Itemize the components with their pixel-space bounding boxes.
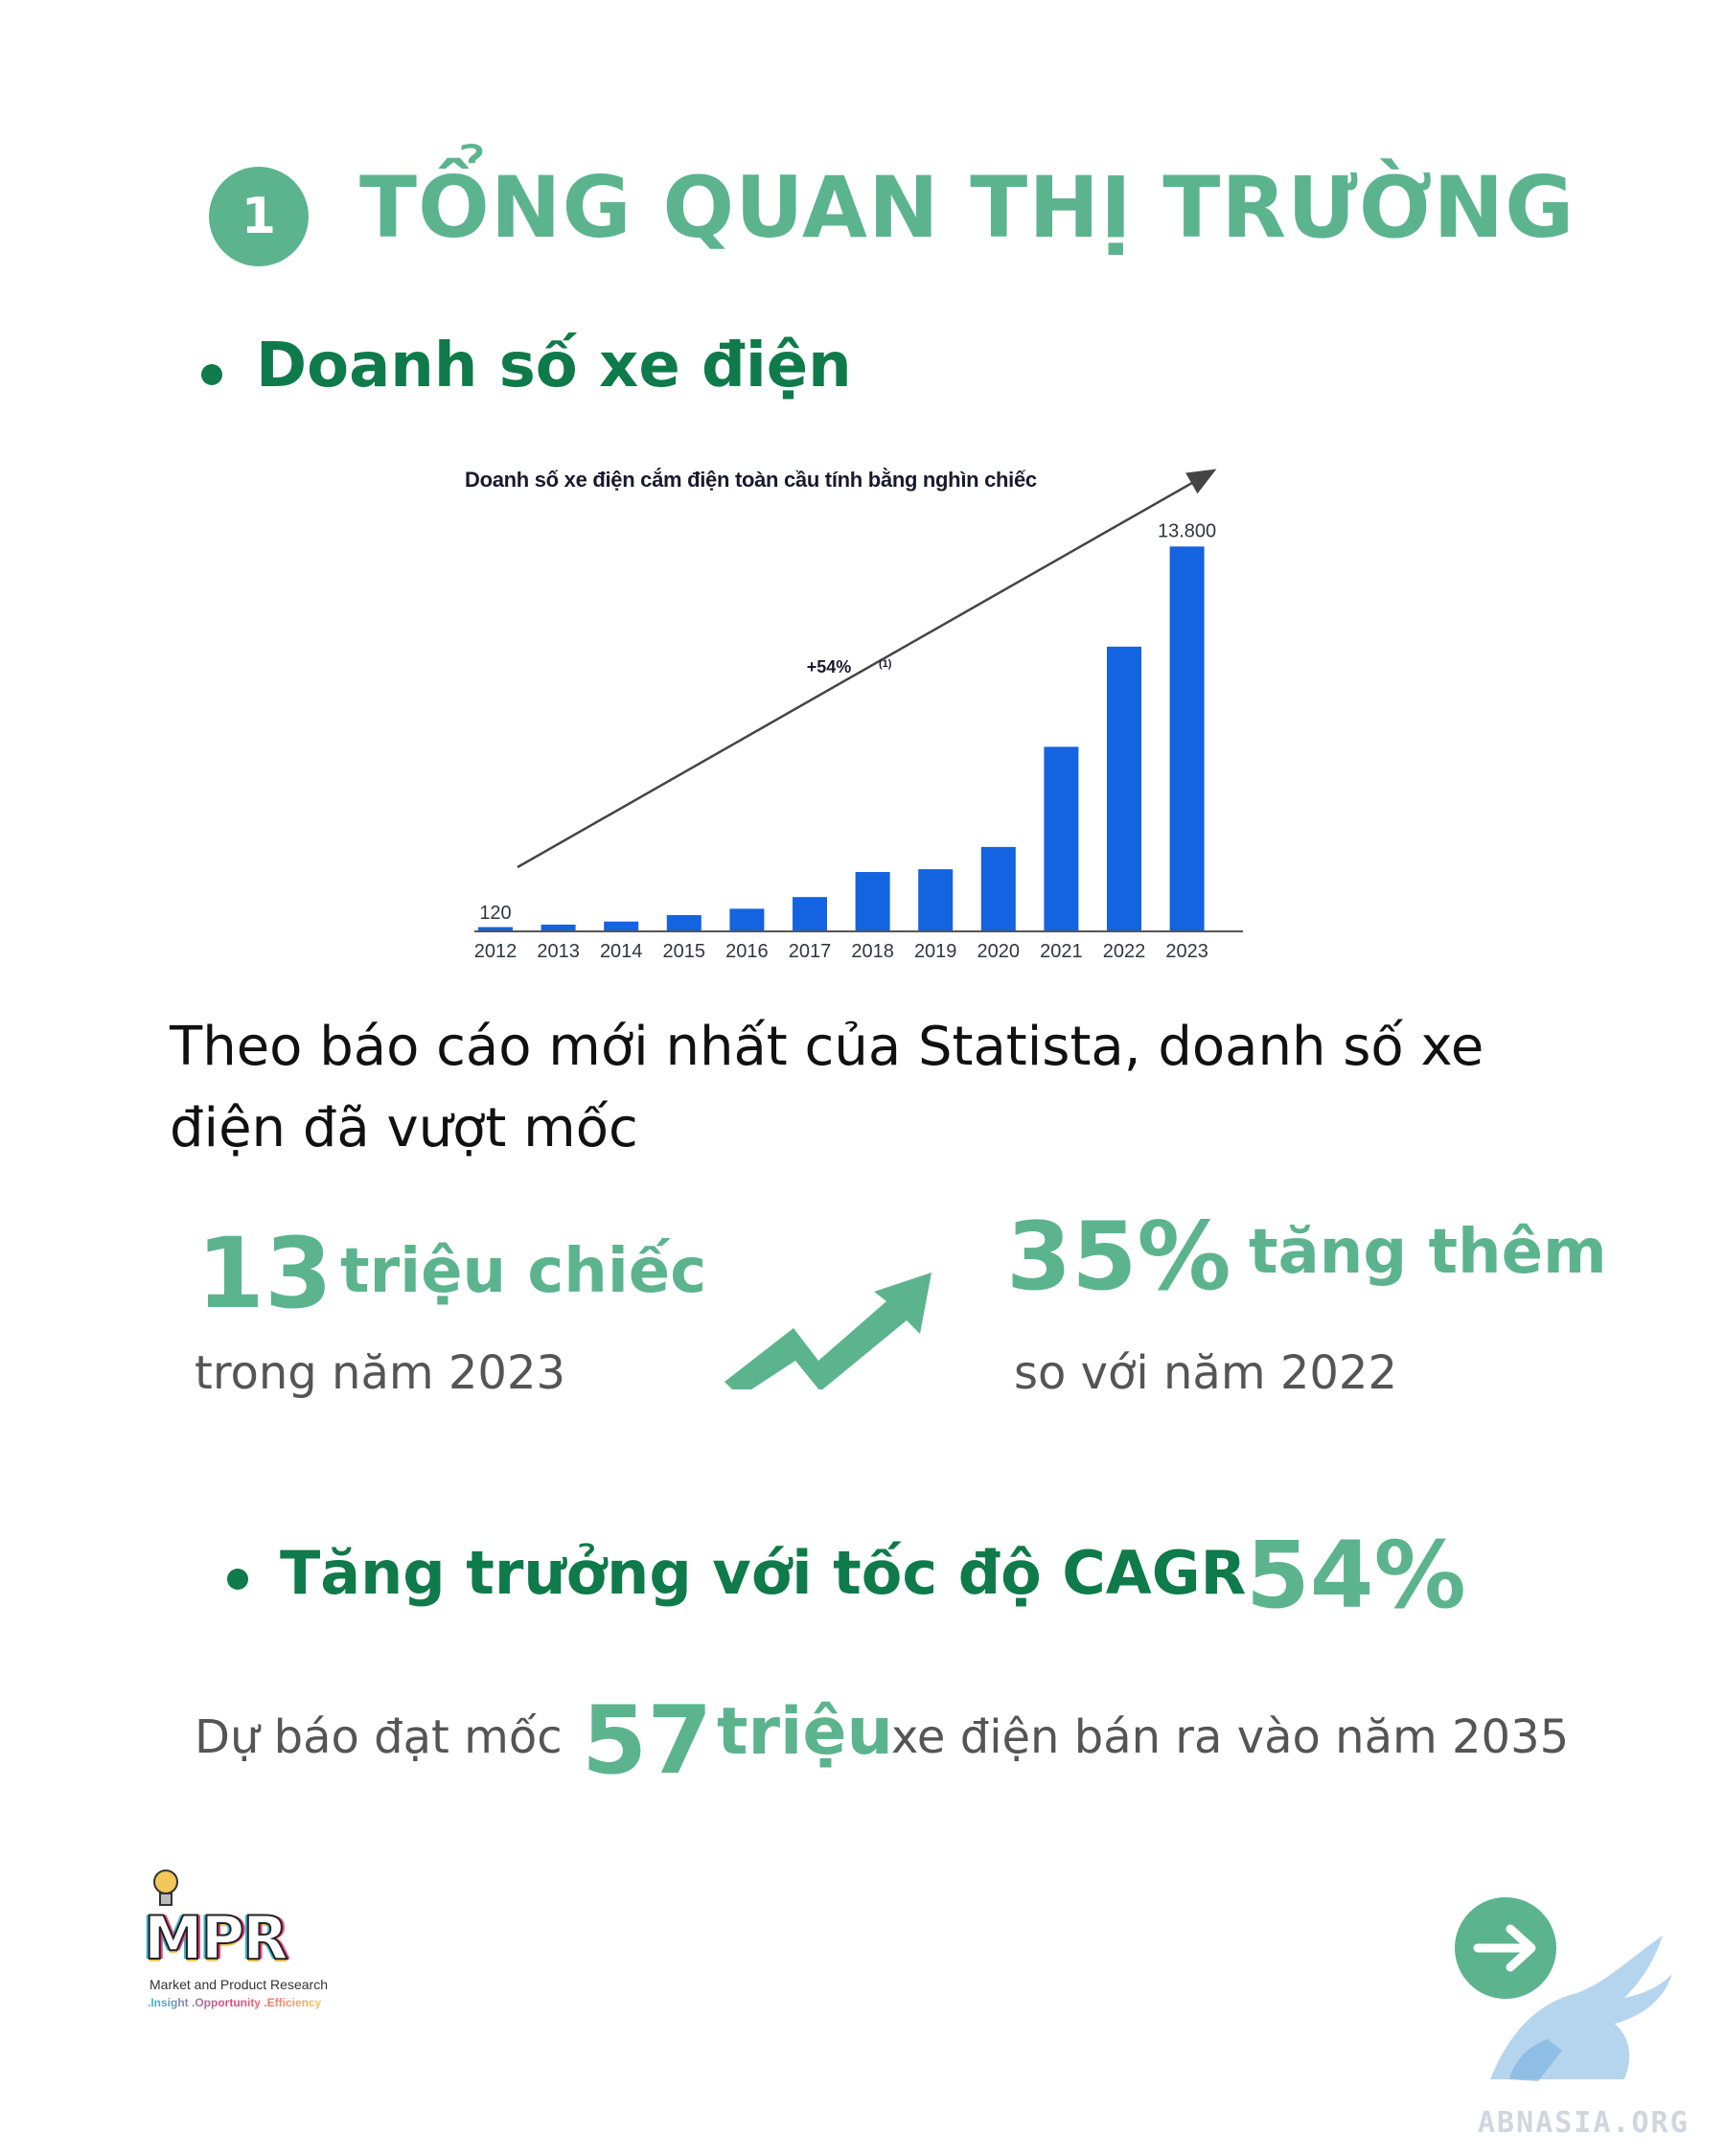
x-tick-label: 2021 bbox=[1040, 941, 1083, 962]
bullet-dot bbox=[201, 364, 222, 385]
mpr-tagline: .Insight .Opportunity .Efficiency bbox=[148, 1996, 322, 2009]
mpr-logo-text: MPR bbox=[143, 1902, 289, 1974]
forecast-unit: triệu bbox=[717, 1694, 893, 1770]
cagr-value: 54% bbox=[1246, 1522, 1466, 1629]
bar-2015 bbox=[666, 915, 702, 930]
page-title: TỔNG QUAN THỊ TRƯỜNG bbox=[359, 158, 1576, 257]
bar-2018 bbox=[855, 872, 890, 930]
x-tick-label: 2015 bbox=[663, 941, 706, 962]
x-tick-label: 2022 bbox=[1103, 941, 1146, 962]
bar-2023 bbox=[1169, 546, 1205, 930]
paragraph-line-1: Theo báo cáo mới nhất của Statista, doan… bbox=[170, 1016, 1484, 1078]
stat-left-unit: triệu chiếc bbox=[340, 1236, 707, 1307]
data-label-first: 120 bbox=[479, 903, 511, 924]
lightbulb-icon bbox=[153, 1869, 178, 1906]
forecast-number: 57 bbox=[582, 1686, 713, 1796]
bar-2016 bbox=[729, 908, 765, 930]
x-tick-label: 2014 bbox=[600, 941, 643, 962]
bar-2013 bbox=[540, 924, 576, 930]
bar-2020 bbox=[980, 846, 1016, 930]
watermark-text: ABNASIA.ORG bbox=[1478, 2106, 1690, 2140]
mpr-logo-letters: MPR bbox=[143, 1902, 289, 1974]
stat-right-number: 35% bbox=[1006, 1203, 1231, 1312]
growth-trend-arrow bbox=[517, 469, 1217, 869]
ev-sales-chart: Doanh số xe điện cắm điện toàn cầu tính … bbox=[446, 450, 1303, 977]
stat-left-caption: trong năm 2023 bbox=[195, 1346, 566, 1400]
section-heading-ev-sales: Doanh số xe điện bbox=[256, 331, 852, 401]
data-label-last: 13.800 bbox=[1158, 520, 1216, 541]
bar-2019 bbox=[918, 869, 954, 930]
next-page-button[interactable] bbox=[1455, 1897, 1556, 1999]
x-tick-label: 2013 bbox=[537, 941, 580, 962]
griffin-watermark-icon bbox=[1490, 1936, 1672, 2081]
x-tick-label: 2018 bbox=[851, 941, 894, 962]
mpr-subtitle: Market and Product Research bbox=[150, 1977, 328, 1992]
x-tick-label: 2012 bbox=[474, 941, 518, 962]
trend-up-arrow-icon bbox=[724, 1273, 932, 1389]
bar-2012 bbox=[478, 927, 513, 930]
stat-right-caption: so với năm 2022 bbox=[1014, 1346, 1398, 1400]
bar-2014 bbox=[604, 921, 639, 930]
arrow-right-icon bbox=[1473, 1924, 1536, 1972]
forecast-prefix: Dự báo đạt mốc bbox=[195, 1710, 563, 1764]
growth-footnote: (1) bbox=[879, 658, 892, 670]
x-tick-label: 2020 bbox=[978, 941, 1021, 962]
section-number-badge: 1 bbox=[209, 167, 309, 266]
x-tick-label: 2023 bbox=[1165, 941, 1208, 962]
chart-svg: +54% (1) 2012 2013 2014 2015 2016 2017 2018 201… bbox=[474, 469, 1243, 962]
bullet-dot bbox=[227, 1569, 248, 1590]
bar-2017 bbox=[793, 897, 827, 930]
paragraph-line-2: điện đã vượt mốc bbox=[170, 1097, 638, 1159]
bar-2021 bbox=[1044, 746, 1079, 930]
bar-2022 bbox=[1107, 646, 1141, 930]
mpr-logo: MPR Market and Product Research .Insight… bbox=[143, 1869, 374, 2022]
x-tick-label: 2017 bbox=[789, 941, 832, 962]
stat-right-unit: tăng thêm bbox=[1249, 1217, 1607, 1288]
growth-annotation: +54% bbox=[807, 657, 852, 677]
section-heading-cagr: Tăng trưởng với tốc độ CAGR bbox=[280, 1538, 1247, 1608]
chart-title: Doanh số xe điện cắm điện toàn cầu tính … bbox=[465, 468, 1037, 492]
x-tick-label: 2016 bbox=[725, 941, 769, 962]
x-tick-label: 2019 bbox=[914, 941, 957, 962]
stat-left-number: 13 bbox=[196, 1217, 333, 1331]
forecast-suffix: xe điện bán ra vào năm 2035 bbox=[891, 1710, 1570, 1764]
